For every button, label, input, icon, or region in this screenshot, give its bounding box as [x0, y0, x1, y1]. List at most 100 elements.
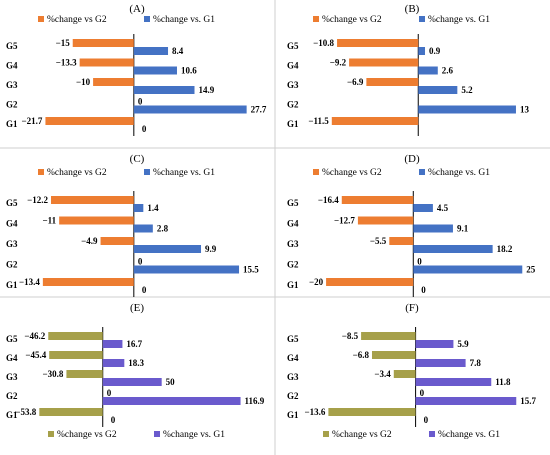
category-label: G2	[6, 260, 18, 270]
data-label-series-1: −4.9	[81, 236, 98, 246]
category-label: G1	[6, 410, 18, 420]
bar-series-2	[415, 378, 492, 386]
data-label-series-1: −13.4	[19, 277, 40, 287]
legend-label-series-2: %change vs. G1	[428, 15, 490, 25]
data-label-series-2: 50	[166, 377, 176, 387]
data-label-series-1: −10	[76, 77, 91, 87]
bar-series-2	[413, 265, 523, 274]
category-label: G5	[287, 334, 299, 344]
data-label-series-1: −21.7	[22, 116, 43, 126]
chart-panel-6: (F) %change vs G2 %change vs. G1 G5 −8.5 5.9 G…	[287, 302, 537, 440]
bar-series-1	[100, 237, 134, 245]
legend-swatch-series-2	[144, 169, 150, 175]
data-label-series-2: 27.7	[251, 105, 267, 115]
bar-series-2	[102, 340, 123, 348]
panel-title: (E)	[130, 302, 144, 314]
data-label-series-2: 15.7	[520, 396, 536, 406]
legend-swatch-series-1	[323, 431, 329, 437]
bar-series-2	[133, 105, 247, 114]
legend: %change vs G2 %change vs. G1	[323, 430, 500, 440]
bar-series-1	[51, 196, 134, 204]
bar-series-2	[133, 265, 240, 274]
data-label-series-1: −12.2	[27, 195, 48, 205]
legend-label-series-1: %change vs G2	[332, 430, 392, 440]
legend-swatch-series-1	[38, 16, 44, 22]
legend: %change vs G2 %change vs. G1	[48, 430, 225, 440]
data-label-series-2: 5.9	[457, 339, 469, 349]
category-label: G1	[6, 280, 18, 290]
category-label: G2	[287, 100, 299, 110]
chart-panel-2: (B) %change vs G2 %change vs. G1 G5 −10.8 0.9…	[287, 3, 529, 136]
chart-panels: (A) %change vs G2 %change vs. G1 G5 −15 8.4 G4…	[6, 3, 537, 440]
data-label-series-2: 2.8	[157, 224, 169, 234]
data-label-series-1: −6.9	[347, 77, 364, 87]
legend: %change vs G2 %change vs. G1	[38, 15, 215, 25]
chart-panel-1: (A) %change vs G2 %change vs. G1 G5 −15 8.4 G4…	[6, 3, 267, 136]
data-label-series-1: −8.5	[342, 331, 359, 341]
data-label-series-2: 13	[520, 105, 530, 115]
legend-label-series-2: %change vs. G1	[163, 430, 225, 440]
bar-series-1	[341, 196, 414, 204]
category-label: G3	[287, 372, 299, 382]
data-label-series-2: 25	[526, 265, 536, 275]
category-label: G1	[287, 410, 299, 420]
bar-series-1	[59, 216, 134, 225]
bar-series-1	[326, 278, 414, 286]
chart-panel-4: (D) %change vs G2 %change vs. G1 G5 −16.4 4.5…	[287, 153, 536, 297]
legend: %change vs G2 %change vs. G1	[313, 15, 490, 25]
bar-series-1	[361, 332, 416, 340]
data-label-series-2: 0	[421, 285, 426, 295]
legend-label-series-2: %change vs. G1	[438, 430, 500, 440]
bar-series-1	[393, 370, 416, 378]
data-label-series-1: −30.8	[43, 369, 64, 379]
data-label-series-2: 5.2	[461, 85, 473, 95]
data-label-series-2: 11.8	[495, 377, 511, 387]
category-label: G4	[287, 353, 299, 363]
bar-series-2	[413, 224, 453, 233]
legend-swatch-series-1	[313, 169, 319, 175]
category-label: G1	[6, 119, 18, 129]
bar-series-2	[415, 359, 466, 367]
bar-series-2	[133, 224, 153, 233]
data-label-series-2: 7.8	[470, 358, 482, 368]
legend: %change vs G2 %change vs. G1	[38, 168, 215, 178]
category-label: G2	[287, 260, 299, 270]
data-label-series-2: 1.4	[147, 203, 159, 213]
bar-series-1	[331, 117, 419, 125]
data-label-series-2: 0	[142, 124, 147, 134]
data-label-series-1: −11	[43, 216, 57, 226]
category-label: G1	[287, 280, 299, 290]
bar-series-2	[133, 245, 202, 253]
legend-swatch-series-1	[38, 169, 44, 175]
legend-label-series-1: %change vs G2	[322, 15, 382, 25]
legend-label-series-2: %change vs. G1	[153, 168, 215, 178]
category-label: G4	[6, 219, 18, 229]
panel-title: (F)	[405, 302, 419, 314]
legend-label-series-1: %change vs G2	[322, 168, 382, 178]
data-label-series-2: 10.6	[181, 66, 197, 76]
data-label-series-1: −45.4	[25, 350, 46, 360]
bar-series-1	[45, 117, 134, 125]
data-label-series-2: 8.4	[172, 46, 184, 56]
legend: %change vs G2 %change vs. G1	[313, 168, 490, 178]
data-label-series-2: 9.9	[205, 244, 217, 254]
bar-series-1	[357, 216, 414, 225]
bar-series-2	[133, 204, 144, 212]
legend-swatch-series-1	[48, 431, 54, 437]
data-label-series-1: 0	[138, 97, 143, 107]
category-label: G3	[6, 239, 18, 249]
data-label-series-1: −53.8	[15, 407, 36, 417]
panel-title: (C)	[130, 153, 145, 165]
legend-swatch-series-1	[313, 16, 319, 22]
bar-series-2	[418, 105, 516, 114]
bar-series-1	[93, 78, 134, 86]
category-label: G3	[6, 372, 18, 382]
data-label-series-2: 0	[424, 415, 429, 425]
legend-swatch-series-2	[429, 431, 435, 437]
category-label: G4	[287, 219, 299, 229]
bar-series-1	[79, 58, 134, 67]
category-label: G4	[6, 353, 18, 363]
data-label-series-1: −5.5	[370, 236, 387, 246]
legend-swatch-series-2	[419, 169, 425, 175]
